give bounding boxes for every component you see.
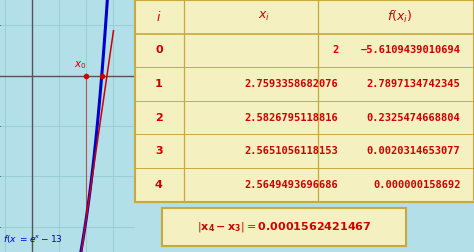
Text: $i$: $i$ bbox=[156, 10, 162, 24]
Text: 0.0020314653077: 0.0020314653077 bbox=[367, 146, 460, 156]
Text: 4: 4 bbox=[155, 180, 163, 190]
Text: 2.5826795118816: 2.5826795118816 bbox=[245, 113, 338, 123]
Text: $|\mathbf{x_4 - x_3}| = \mathbf{0.0001562421467}$: $|\mathbf{x_4 - x_3}| = \mathbf{0.000156… bbox=[197, 220, 372, 234]
Text: $f(x_i)$: $f(x_i)$ bbox=[387, 9, 412, 25]
Text: 2.5651056118153: 2.5651056118153 bbox=[245, 146, 338, 156]
Text: $= e^x - 13$: $= e^x - 13$ bbox=[18, 233, 62, 244]
Text: $x_0$: $x_0$ bbox=[74, 59, 87, 71]
Text: 0.2325474668804: 0.2325474668804 bbox=[367, 113, 460, 123]
Text: −5.6109439010694: −5.6109439010694 bbox=[360, 45, 460, 55]
FancyBboxPatch shape bbox=[162, 208, 406, 246]
Text: 2.7593358682076: 2.7593358682076 bbox=[245, 79, 338, 89]
Text: 1: 1 bbox=[155, 79, 163, 89]
Text: 2: 2 bbox=[332, 45, 338, 55]
Text: 0.000000158692: 0.000000158692 bbox=[373, 180, 460, 190]
FancyBboxPatch shape bbox=[135, 0, 474, 202]
Text: 0: 0 bbox=[155, 45, 163, 55]
Text: $f(x$: $f(x$ bbox=[3, 233, 17, 245]
Text: $x_i$: $x_i$ bbox=[258, 10, 270, 23]
Text: 3: 3 bbox=[155, 146, 163, 156]
Text: 2: 2 bbox=[155, 113, 163, 123]
Text: 2.7897134742345: 2.7897134742345 bbox=[367, 79, 460, 89]
Text: 2.5649493696686: 2.5649493696686 bbox=[245, 180, 338, 190]
